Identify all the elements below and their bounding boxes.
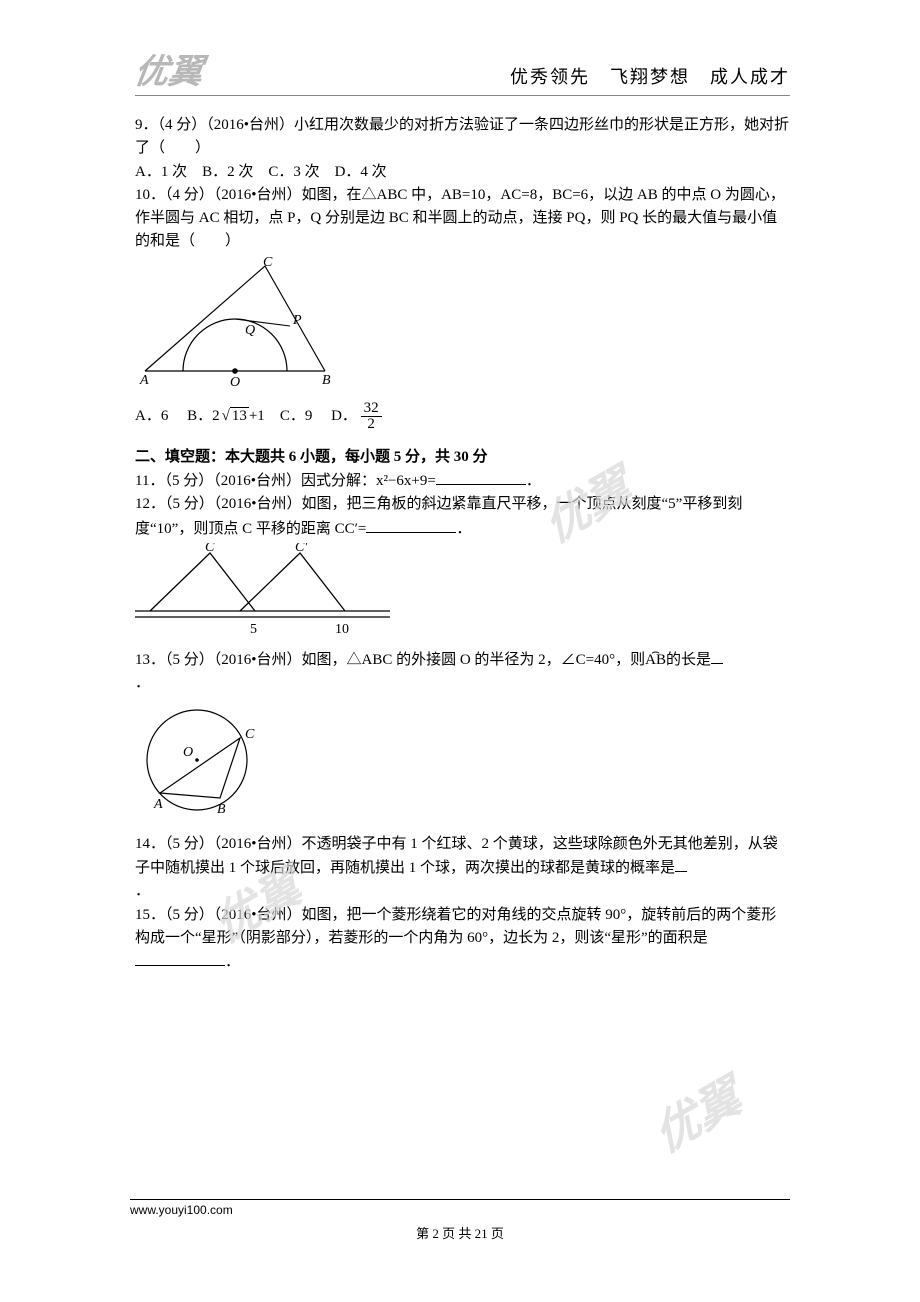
page-number: 第 2 页 共 21 页	[130, 1223, 790, 1242]
q10-opt-a: A．6	[135, 408, 168, 424]
q11-blank	[436, 469, 526, 485]
q9-options: A．1 次 B．2 次 C．3 次 D．4 次	[135, 161, 790, 184]
q13-label-C: C	[245, 727, 255, 742]
q10-label-O: O	[230, 375, 240, 390]
q10-opt-c: C．9	[280, 408, 313, 424]
q14: 14．（5 分）（2016•台州）不透明袋子中有 1 个红球、2 个黄球，这些球…	[135, 833, 790, 881]
q12-tick-10: 10	[335, 622, 349, 637]
q14-end: ．	[135, 880, 790, 903]
section2-heading: 二、填空题：本大题共 6 小题，每小题 5 分，共 30 分	[135, 446, 790, 469]
watermark-3: 优翼	[642, 1060, 750, 1166]
q13-figure: A B C O	[135, 698, 790, 831]
logo: 优翼	[132, 44, 207, 93]
q10-options: A．6 B．2√13+1 C．9 D． 322	[135, 401, 790, 432]
q13-label-O: O	[183, 745, 193, 760]
q10-label-P: P	[292, 313, 302, 328]
q13-end: ．	[135, 672, 790, 695]
q15-blank	[135, 950, 225, 966]
q10-label-A: A	[139, 373, 149, 388]
slogan: 优秀领先 飞翔梦想 成人成才	[510, 63, 790, 89]
q12-figure: C C′ 5 10	[135, 543, 790, 646]
footer-url: www.youyi100.com	[130, 1199, 790, 1217]
q10-label-B: B	[322, 373, 331, 388]
q12-tick-5: 5	[250, 622, 257, 637]
page-header: 优翼 优秀领先 飞翔梦想 成人成才	[135, 40, 790, 96]
q11: 11．（5 分）（2016•台州）因式分解：x²−6x+9=．	[135, 469, 790, 493]
q12-label-Cp: C′	[295, 543, 308, 555]
q10-opt-b: B．2√13+1	[187, 408, 268, 424]
q13: 13．（5 分）（2016•台州）如图，△ABC 的外接圆 O 的半径为 2，∠…	[135, 648, 790, 672]
q12-label-C: C	[205, 543, 215, 555]
q10-opt-d: D． 322	[331, 408, 382, 424]
q13-blank	[711, 648, 723, 664]
q15: 15．（5 分）（2016•台州）如图，把一个菱形绕着它的对角线的交点旋转 90…	[135, 904, 790, 975]
q13-label-A: A	[153, 797, 163, 812]
content: 9．（4 分）（2016•台州）小红用次数最少的对折方法验证了一条四边形丝巾的形…	[135, 114, 790, 974]
q10-label-C: C	[263, 256, 273, 270]
q12: 12．（5 分）（2016•台州）如图，把三角板的斜边紧靠直尺平移，一个顶点从刻…	[135, 493, 790, 541]
q10-label-Q: Q	[245, 323, 255, 338]
q9-text: 9．（4 分）（2016•台州）小红用次数最少的对折方法验证了一条四边形丝巾的形…	[135, 114, 790, 161]
q14-blank	[675, 856, 687, 872]
q12-blank	[366, 517, 456, 533]
q10-figure: A B C O P Q	[135, 256, 790, 399]
page-footer: www.youyi100.com 第 2 页 共 21 页	[130, 1199, 790, 1242]
q10-text: 10．（4 分）（2016•台州）如图，在△ABC 中，AB=10，AC=8，B…	[135, 184, 790, 254]
q13-label-B: B	[217, 802, 226, 817]
